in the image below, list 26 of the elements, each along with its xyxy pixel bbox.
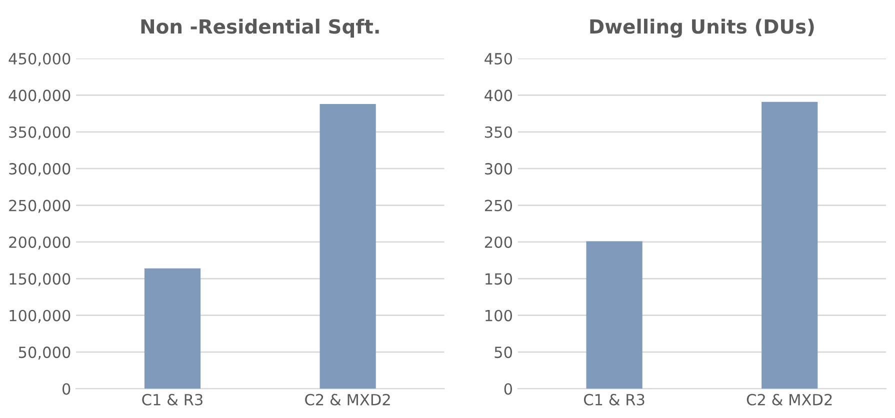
chart-title: Dwelling Units (DUs)	[590, 18, 814, 38]
y-tick-label: 150,000	[10, 273, 70, 286]
y-tick-label: 50,000	[18, 346, 70, 360]
y-tick-label: 450	[484, 52, 512, 65]
y-tick-label: 300	[485, 163, 512, 175]
y-tick-label: 200,000	[9, 236, 70, 250]
y-tick-label: 150	[486, 273, 512, 285]
y-tick-label: 300,000	[9, 163, 70, 176]
y-tick-label: 350,000	[9, 126, 70, 140]
y-tick-label: 400	[484, 90, 512, 102]
x-tick-label: C2 & MXD2	[746, 394, 832, 406]
y-tick-label: 350	[485, 126, 512, 138]
x-tick-label: C1 & R3	[142, 394, 202, 406]
y-tick-label: 200	[484, 236, 512, 248]
y-tick-label: 450,000	[8, 52, 70, 66]
y-tick-label: 0	[62, 383, 70, 395]
y-tick-label: 100	[486, 310, 512, 322]
y-tick-label: 400,000	[8, 90, 70, 103]
x-tick-label: C1 & R3	[584, 394, 644, 406]
x-tick-label: C2 & MXD2	[305, 394, 390, 406]
y-tick-label: 250	[484, 200, 512, 212]
y-tick-label: 100,000	[10, 310, 70, 323]
y-tick-label: 0	[504, 383, 512, 395]
y-tick-label: 50	[494, 346, 512, 358]
y-tick-label: 250,000	[9, 200, 70, 213]
chart-title: Non -Residential Sqft.	[141, 18, 379, 38]
